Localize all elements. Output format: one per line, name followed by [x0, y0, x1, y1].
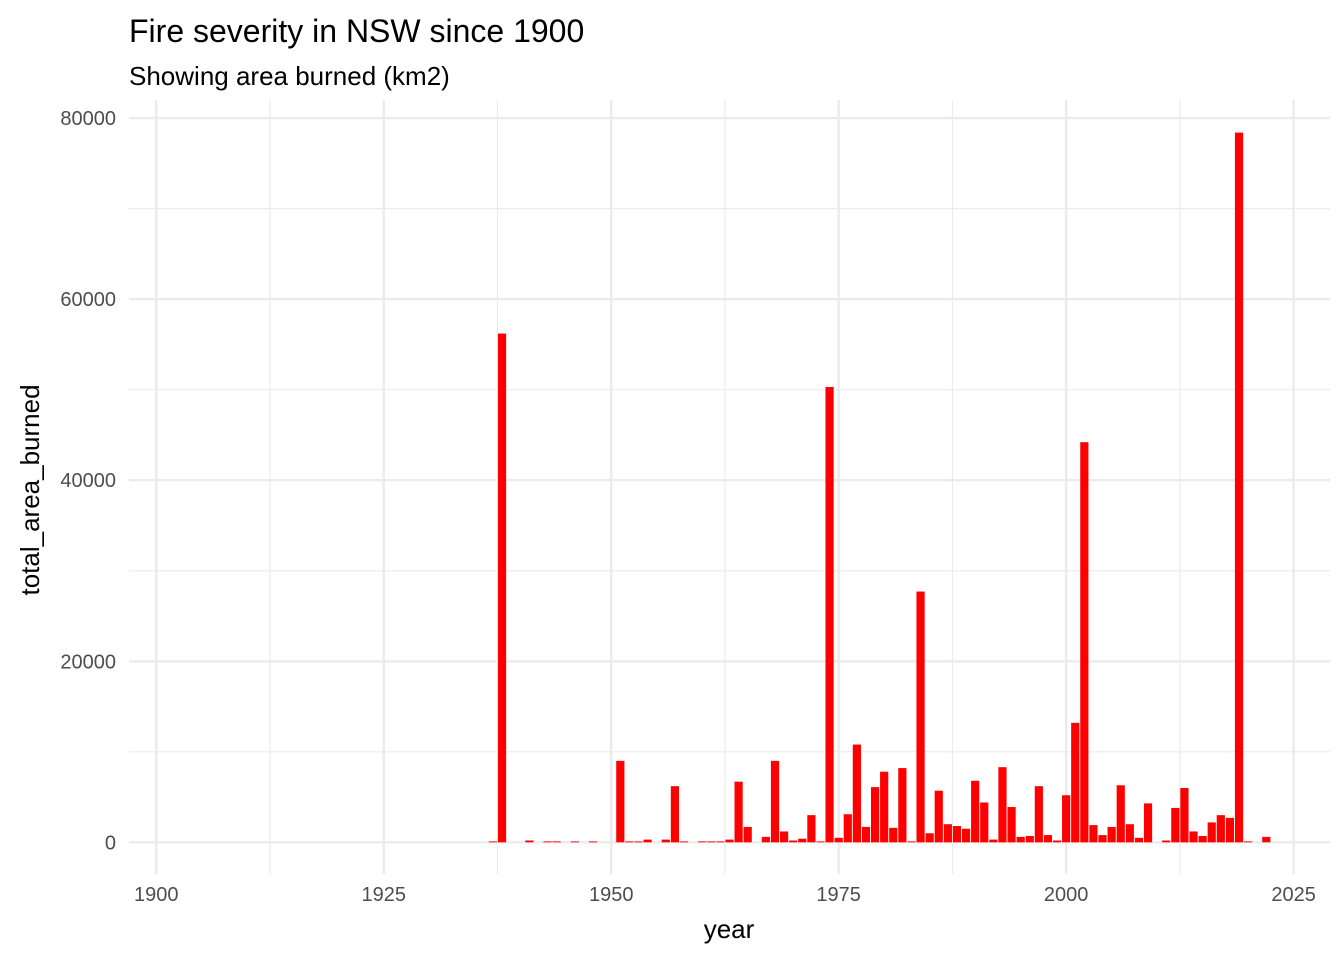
- bar-1948: [588, 841, 598, 843]
- bar-1989: [961, 828, 971, 843]
- bar-1997: [1034, 786, 1043, 843]
- bars: [488, 132, 1271, 843]
- bar-1979: [870, 787, 880, 843]
- bar-1990: [971, 780, 980, 843]
- bar-1952: [625, 841, 634, 843]
- bar-2022: [1262, 836, 1271, 843]
- bar-2015: [1198, 835, 1207, 843]
- bar-2011: [1162, 840, 1171, 843]
- bar-1985: [925, 833, 934, 843]
- chart-title: Fire severity in NSW since 1900: [129, 13, 584, 49]
- bar-1963: [725, 839, 734, 843]
- bar-1994: [1007, 807, 1016, 843]
- bar-2004: [1098, 835, 1107, 843]
- bar-1937: [488, 841, 498, 843]
- bar-1986: [934, 790, 943, 843]
- bar-1991: [980, 802, 989, 843]
- bar-1995: [1016, 836, 1025, 843]
- bar-1960: [698, 841, 707, 843]
- bar-1977: [852, 744, 861, 843]
- bar-2000: [1062, 795, 1071, 843]
- bar-1954: [643, 839, 652, 843]
- x-tick-label: 1900: [134, 884, 179, 906]
- bar-1946: [570, 841, 579, 843]
- y-tick-label: 0: [105, 832, 116, 854]
- bar-1982: [898, 768, 907, 843]
- bar-2008: [1134, 837, 1144, 843]
- grid: [129, 100, 1330, 874]
- bar-1961: [707, 841, 716, 843]
- bar-1981: [889, 827, 898, 843]
- bar-1943: [543, 841, 552, 843]
- bar-1944: [552, 841, 561, 843]
- x-tick-label: 2000: [1044, 884, 1089, 906]
- y-tick-label: 40000: [60, 470, 116, 492]
- bar-2002: [1080, 442, 1089, 843]
- bar-1988: [952, 826, 962, 843]
- bar-1992: [989, 839, 998, 843]
- x-tick-label: 1950: [589, 884, 634, 906]
- bar-1958: [679, 841, 689, 843]
- bar-1951: [616, 760, 625, 843]
- x-tick-label: 1925: [362, 884, 407, 906]
- bar-2019: [1234, 132, 1244, 843]
- y-tick-label: 60000: [60, 289, 116, 311]
- bar-2012: [1171, 807, 1180, 843]
- bar-1962: [716, 841, 725, 843]
- bar-1983: [907, 841, 916, 843]
- bar-1941: [525, 840, 534, 843]
- bar-1984: [916, 591, 925, 843]
- y-tick-label: 80000: [60, 108, 116, 130]
- bar-1976: [843, 814, 852, 843]
- bar-1964: [734, 781, 743, 843]
- bar-1965: [743, 826, 752, 843]
- bar-2016: [1207, 822, 1216, 843]
- bar-1980: [880, 771, 889, 843]
- bar-2018: [1225, 817, 1235, 843]
- bar-1998: [1043, 835, 1053, 843]
- bar-1987: [943, 824, 952, 843]
- bar-1957: [670, 786, 680, 843]
- bar-2014: [1189, 831, 1198, 843]
- bar-1971: [798, 838, 807, 843]
- bar-1974: [825, 386, 834, 843]
- bar-1972: [807, 815, 816, 843]
- x-tick-label: 2025: [1271, 884, 1316, 906]
- bar-1967: [761, 836, 770, 843]
- bar-1975: [834, 837, 843, 843]
- bar-2013: [1180, 788, 1189, 843]
- bar-1999: [1052, 840, 1062, 843]
- bar-1953: [634, 841, 643, 843]
- bar-1993: [998, 767, 1007, 843]
- bar-1968: [770, 760, 780, 843]
- bar-1969: [779, 831, 789, 843]
- bar-1938: [497, 333, 507, 843]
- bar-1970: [789, 840, 798, 843]
- bar-2003: [1089, 825, 1098, 843]
- x-axis-title: year: [704, 914, 755, 944]
- y-axis-title: total_area_burned: [15, 384, 45, 595]
- bar-2005: [1107, 826, 1116, 843]
- chart-subtitle: Showing area burned (km2): [129, 61, 450, 91]
- y-tick-label: 20000: [60, 651, 116, 673]
- bar-2007: [1125, 824, 1134, 843]
- bar-2020: [1244, 841, 1253, 843]
- y-axis-ticks: 0 20000 40000 60000 80000: [60, 108, 116, 854]
- bar-2001: [1071, 722, 1080, 843]
- bar-1956: [661, 839, 670, 843]
- x-tick-label: 1975: [816, 884, 861, 906]
- bar-1973: [816, 841, 825, 843]
- bar-2006: [1116, 785, 1125, 843]
- bar-1978: [861, 826, 871, 843]
- bar-2009: [1143, 803, 1153, 843]
- bar-2017: [1216, 815, 1225, 843]
- x-axis-ticks: 1900 1925 1950 1975 2000 2025: [134, 884, 1316, 906]
- bar-1996: [1025, 835, 1034, 843]
